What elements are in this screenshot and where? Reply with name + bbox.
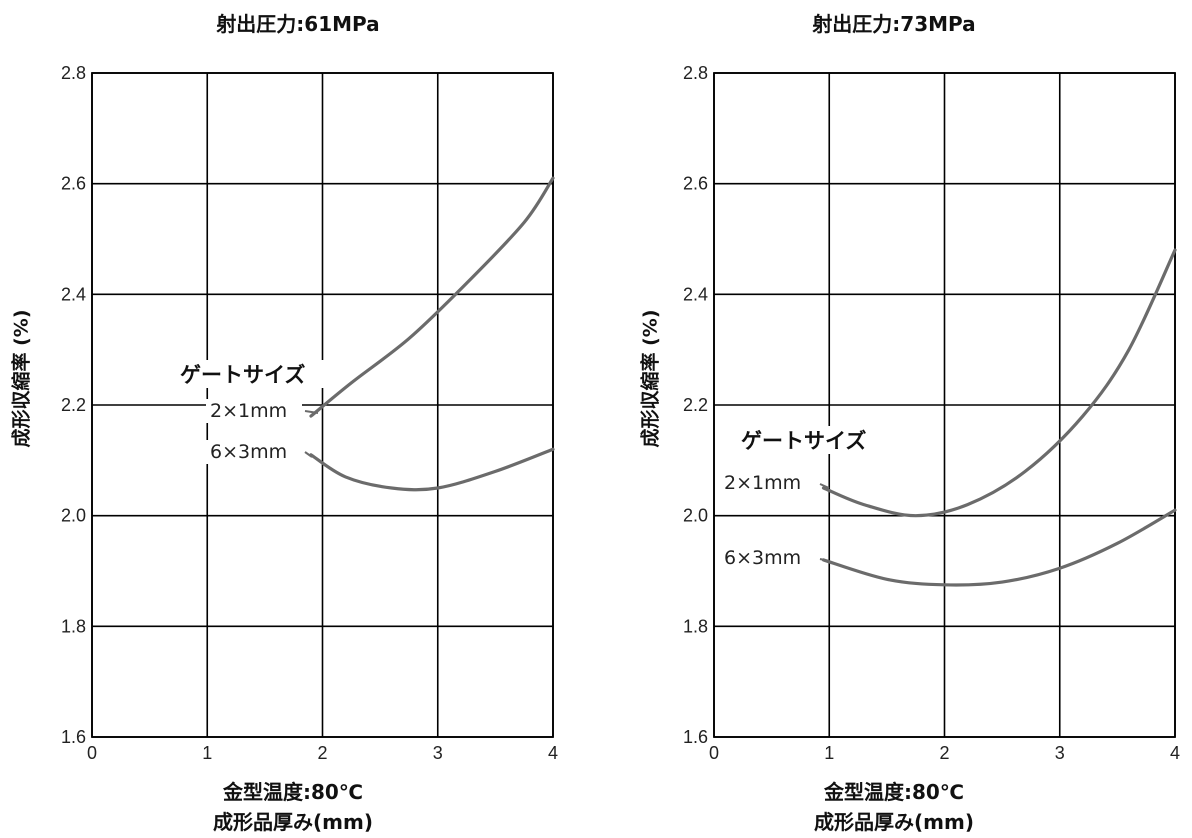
y-tick-label: 2.0 bbox=[61, 506, 86, 526]
x-tick-label: 1 bbox=[202, 743, 212, 760]
y-tick-label: 2.4 bbox=[61, 284, 86, 304]
legend-title: ゲートサイズ bbox=[180, 363, 305, 387]
series-label: 2×1mm bbox=[210, 400, 287, 422]
y-tick-label: 2.6 bbox=[61, 174, 86, 194]
plot-area: 1.6 1.8 2.0 2.2 2.4 2.6 2.8 0 1 2 3 4 2×1mm 6×3mm ゲートサ… bbox=[683, 63, 1180, 760]
chart-note: 金型温度:80℃ bbox=[823, 780, 965, 804]
series-line-gate-2x1mm bbox=[309, 176, 555, 418]
chart-left: 射出圧力:61MPa 成形収縮率 (%) 1.6 1.8 2.0 2.2 2.4 2.6 2… bbox=[11, 12, 559, 834]
x-axis-label: 成形品厚み(mm) bbox=[814, 810, 974, 834]
y-tick-label: 1.8 bbox=[683, 616, 708, 636]
series-line-gate-6x3mm bbox=[821, 508, 1177, 587]
series-label: 2×1mm bbox=[724, 472, 801, 494]
plot-frame bbox=[713, 72, 1176, 738]
series-label-leader bbox=[819, 483, 830, 489]
y-tick-label: 2.8 bbox=[683, 63, 708, 83]
legend-title: ゲートサイズ bbox=[741, 429, 866, 453]
series-label-leader bbox=[304, 451, 313, 458]
y-tick-label: 1.8 bbox=[61, 616, 86, 636]
y-tick-label: 2.0 bbox=[683, 506, 708, 526]
x-tick-label: 0 bbox=[709, 743, 719, 760]
chart-note: 金型温度:80℃ bbox=[222, 780, 364, 804]
series-line-gate-2x1mm bbox=[821, 248, 1177, 518]
x-tick-label: 1 bbox=[824, 743, 834, 760]
series-label: 6×3mm bbox=[210, 441, 287, 463]
y-tick-label: 1.6 bbox=[61, 727, 86, 747]
plot-frame bbox=[91, 72, 554, 738]
series-label-background bbox=[720, 471, 816, 495]
x-tick-label: 4 bbox=[548, 743, 558, 760]
legend-title-background bbox=[176, 360, 324, 388]
x-tick-label: 3 bbox=[433, 743, 443, 760]
x-tick-label: 3 bbox=[1055, 743, 1065, 760]
y-tick-label: 1.6 bbox=[683, 727, 708, 747]
series-label-background bbox=[206, 399, 302, 423]
series-label-background bbox=[720, 546, 816, 570]
chart-title: 射出圧力:73MPa bbox=[812, 12, 976, 36]
y-tick-label: 2.6 bbox=[683, 174, 708, 194]
x-tick-label: 2 bbox=[939, 743, 949, 760]
legend-title-background bbox=[737, 426, 885, 454]
chart-right: 射出圧力:73MPa 成形収縮率 (%) 1.6 1.8 2.0 2.2 2.4 2.6 2… bbox=[596, 0, 1192, 838]
y-tick-label: 2.4 bbox=[683, 284, 708, 304]
y-tick-label: 2.8 bbox=[61, 63, 86, 83]
x-tick-label: 2 bbox=[317, 743, 327, 760]
series-label-leader bbox=[304, 410, 319, 414]
y-tick-label: 2.2 bbox=[683, 395, 708, 415]
x-tick-label: 0 bbox=[87, 743, 97, 760]
series-label-leader bbox=[819, 558, 830, 562]
series-label: 6×3mm bbox=[724, 547, 801, 569]
x-axis-label: 成形品厚み(mm) bbox=[213, 810, 373, 834]
series-label-background bbox=[206, 440, 302, 464]
plot-area: 1.6 1.8 2.0 2.2 2.4 2.6 2.8 0 1 2 3 4 2×1mm 6×3mm ゲートサ… bbox=[61, 63, 558, 760]
series-line-gate-6x3mm bbox=[309, 447, 555, 492]
x-tick-label: 4 bbox=[1170, 743, 1180, 760]
chart-title: 射出圧力:61MPa bbox=[216, 12, 380, 36]
y-tick-label: 2.2 bbox=[61, 395, 86, 415]
